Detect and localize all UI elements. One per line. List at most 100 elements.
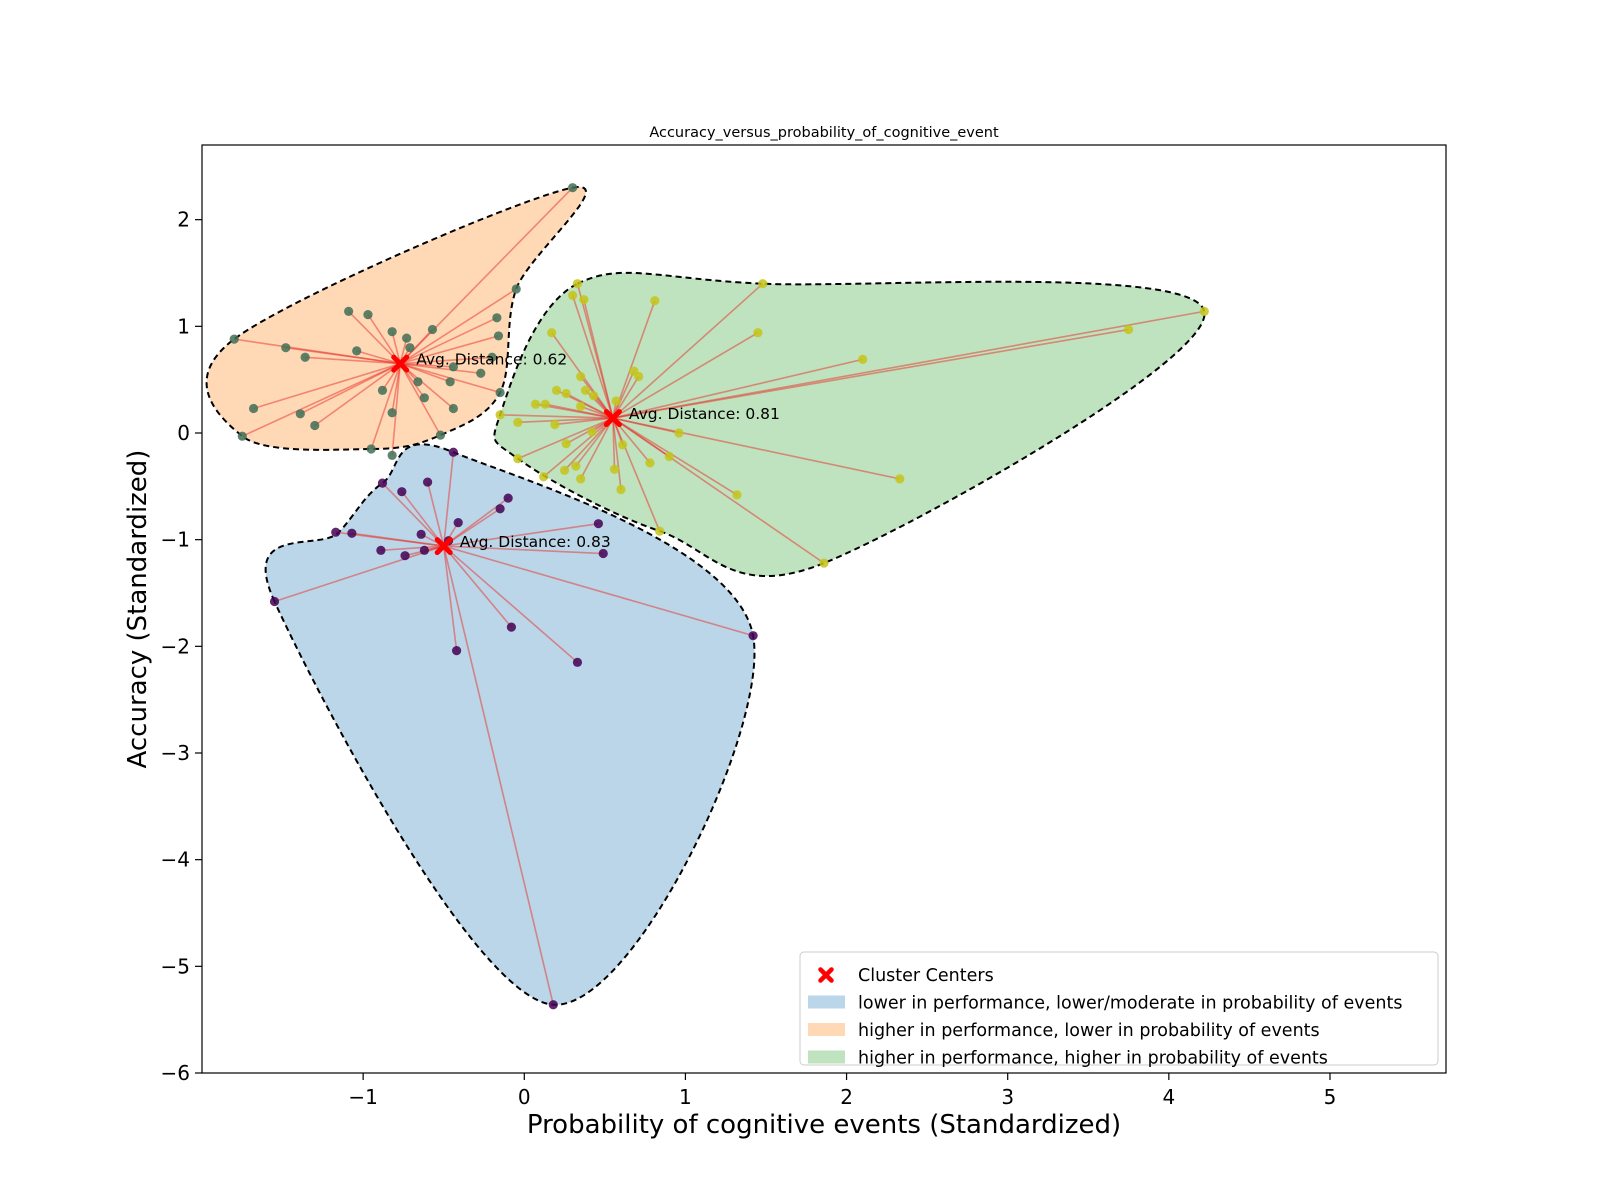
distance-line: [399, 288, 517, 365]
distance-line: [565, 392, 614, 419]
data-point: [588, 391, 599, 401]
distance-line: [348, 310, 401, 365]
data-point: [448, 362, 458, 372]
cluster-boundary-1: [264, 443, 756, 1006]
legend-label: lower in performance, lower/moderate in …: [858, 994, 1402, 1014]
x-tick-label: 1: [679, 1085, 692, 1109]
data-point: [568, 290, 578, 300]
data-point: [487, 352, 497, 362]
data-point: [1123, 324, 1134, 335]
distance-line: [443, 545, 754, 637]
distance-line: [579, 417, 614, 480]
distance-line: [612, 328, 1129, 419]
distance-line: [500, 414, 613, 419]
distance-line: [426, 481, 445, 547]
distance-line: [253, 362, 401, 410]
x-axis-label: Probability of cognitive events (Standar…: [527, 1110, 1121, 1140]
data-point: [445, 377, 455, 387]
data-point: [506, 622, 516, 632]
data-point: [576, 371, 586, 382]
distance-line: [370, 363, 401, 450]
data-point: [561, 388, 571, 399]
data-point: [548, 1000, 558, 1010]
x-tick-label: −1: [348, 1085, 377, 1109]
x-tick-label: 4: [1162, 1085, 1175, 1109]
data-point: [617, 440, 628, 450]
distance-line: [399, 363, 454, 410]
data-point: [571, 461, 581, 471]
distance-line: [443, 545, 604, 555]
data-point: [295, 409, 305, 419]
data-point: [1199, 306, 1209, 316]
distance-line: [517, 417, 613, 424]
distance-line: [391, 331, 401, 364]
y-axis-ticks: −6 −5 −4 −3 −2 −1 0 1 2: [161, 208, 202, 1085]
data-point: [427, 324, 438, 335]
data-point: [598, 548, 608, 559]
cluster-region-2: [206, 187, 586, 450]
x-tick-label: 3: [1001, 1085, 1014, 1109]
data-point: [492, 313, 502, 323]
data-point: [732, 490, 742, 500]
distance-line: [399, 317, 498, 365]
data-point: [366, 444, 376, 454]
data-point: [419, 545, 429, 555]
distance-annotation: Avg. Distance: 0.62: [416, 351, 567, 369]
data-point: [448, 447, 458, 457]
distance-line: [443, 545, 513, 628]
distance-line: [442, 545, 555, 1005]
data-point: [387, 408, 397, 418]
distance-line: [381, 482, 445, 547]
data-point: [387, 327, 397, 337]
data-point: [363, 310, 373, 320]
data-point: [550, 419, 560, 430]
y-tick-label: −2: [161, 634, 190, 658]
data-point: [419, 393, 429, 403]
legend-box: [799, 951, 1439, 1066]
data-point: [572, 657, 583, 667]
distance-line: [612, 417, 900, 480]
data-point: [655, 526, 665, 536]
data-point: [568, 183, 578, 193]
distance-line: [612, 332, 759, 419]
y-tick-label: 2: [177, 208, 190, 232]
distance-line: [583, 299, 614, 419]
data-point: [347, 528, 357, 538]
data-point: [495, 387, 505, 398]
cluster-center-marker: [391, 354, 410, 373]
data-point: [634, 371, 644, 382]
y-tick-label: −6: [161, 1061, 190, 1085]
distance-line: [517, 417, 614, 460]
data-point: [513, 454, 523, 464]
x-tick-label: 0: [518, 1085, 531, 1109]
data-point: [476, 368, 486, 378]
cluster-center-marker: [434, 537, 453, 556]
data-point: [422, 477, 433, 487]
legend-label: higher in performance, higher in probabi…: [858, 1049, 1328, 1069]
data-point: [579, 295, 589, 305]
data-point: [237, 431, 247, 441]
distance-line: [443, 522, 599, 547]
y-axis-label: Accuracy (Standardized): [123, 450, 153, 769]
data-point: [416, 529, 426, 539]
data-point: [650, 296, 660, 306]
x-tick-label: 5: [1324, 1085, 1337, 1109]
data-point: [858, 354, 868, 364]
data-point: [580, 385, 591, 395]
data-point: [376, 545, 386, 555]
distance-line: [241, 362, 401, 437]
data-point: [753, 328, 763, 338]
data-point: [503, 493, 513, 503]
data-point: [300, 352, 310, 362]
distance-line: [612, 417, 738, 496]
cluster-center-marker: [603, 409, 622, 428]
distance-line: [356, 350, 401, 365]
cluster-region-3: [494, 272, 1205, 577]
legend-label: higher in performance, lower in probabil…: [858, 1021, 1320, 1041]
data-point: [748, 631, 758, 641]
data-point: [453, 518, 463, 528]
data-point: [547, 328, 557, 338]
data-point: [611, 396, 621, 406]
cluster-centers: [391, 354, 622, 556]
